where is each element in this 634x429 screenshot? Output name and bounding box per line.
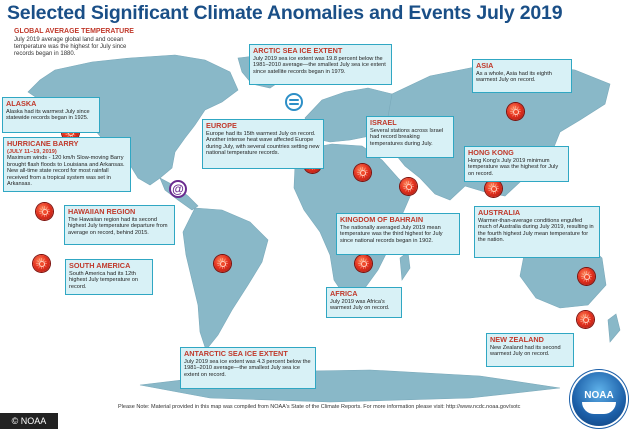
- asia-callout: ASIA As a whole, Asia had its eighth war…: [472, 59, 572, 93]
- hurricane-barry-callout: HURRICANE BARRY (JULY 11–19, 2019) Maxim…: [3, 137, 131, 192]
- hawaii-text: The Hawaiian region had its second highe…: [68, 216, 168, 236]
- map-title: Selected Significant Climate Anomalies a…: [7, 2, 563, 24]
- arctic-sea-ice-icon: [285, 93, 303, 111]
- asia-heading: ASIA: [476, 61, 494, 70]
- bahrain-text: The nationally averaged July 2019 mean t…: [340, 224, 443, 244]
- australia-text: Warmer-than-average conditions engulfed …: [478, 217, 594, 244]
- alaska-text: Alaska had its warmest July since statew…: [6, 108, 90, 122]
- hurricane-icon: @: [169, 180, 187, 198]
- south-america-heading: SOUTH AMERICA: [69, 261, 131, 270]
- new-zealand-callout: NEW ZEALAND New Zealand had its second w…: [486, 333, 574, 367]
- africa-heading: AFRICA: [330, 289, 358, 298]
- australia-callout: AUSTRALIA Warmer-than-average conditions…: [474, 206, 600, 258]
- antarctic-heading: ANTARCTIC SEA ICE EXTENT: [184, 349, 288, 358]
- israel-heat-icon: [354, 164, 371, 181]
- barry-region-heat-icon: [36, 203, 53, 220]
- south-america-callout: SOUTH AMERICA South America had its 12th…: [65, 259, 153, 295]
- new-zealand-heat-icon: [577, 311, 594, 328]
- europe-callout: EUROPE Europe had its 15th warmest July …: [202, 119, 324, 169]
- europe-heading: EUROPE: [206, 121, 237, 130]
- footer-note: Please Note: Material provided in this m…: [118, 404, 521, 410]
- alaska-callout: ALASKA Alaska had its warmest July since…: [2, 97, 100, 133]
- bahrain-heat-icon: [400, 178, 417, 195]
- barry-text: Maximum winds - 120 km/h Slow-moving Bar…: [7, 155, 125, 188]
- hong-kong-heat-icon: [485, 180, 502, 197]
- new-zealand-landmass: [607, 313, 621, 343]
- south-america-text: South America had its 12th highest July …: [69, 270, 139, 290]
- barry-subheading: (JULY 11–19, 2019): [7, 148, 57, 155]
- australia-heading: AUSTRALIA: [478, 208, 521, 217]
- bahrain-heading: KINGDOM OF BAHRAIN: [340, 215, 424, 224]
- bahrain-callout: KINGDOM OF BAHRAIN The nationally averag…: [336, 213, 460, 255]
- noaa-logo: NOAA: [572, 372, 626, 426]
- israel-text: Several stations across Israel had recor…: [370, 127, 444, 147]
- noaa-bird-icon: [582, 402, 616, 414]
- hawaii-heat-icon: [33, 255, 50, 272]
- south-america-landmass: [182, 207, 269, 351]
- hawaii-heading: HAWAIIAN REGION: [68, 207, 136, 216]
- madagascar-landmass: [399, 251, 411, 281]
- hong-kong-callout: HONG KONG Hong Kong's July 2019 minimum …: [464, 146, 569, 182]
- antarctic-text: July 2019 sea ice extent was 4.3 percent…: [184, 358, 311, 378]
- israel-callout: ISRAEL Several stations across Israel ha…: [366, 116, 454, 158]
- asia-heat-icon: [507, 103, 524, 120]
- australia-heat-icon: [578, 268, 595, 285]
- antarctic-sea-ice-callout: ANTARCTIC SEA ICE EXTENT July 2019 sea i…: [180, 347, 316, 389]
- arctic-heading: ARCTIC SEA ICE EXTENT: [253, 46, 343, 55]
- barry-heading: HURRICANE BARRY: [7, 139, 79, 148]
- noaa-logo-text: NOAA: [584, 390, 614, 401]
- arctic-text: July 2019 sea ice extent was 19.8 percen…: [253, 55, 386, 75]
- africa-text: July 2019 was Africa's warmest July on r…: [330, 298, 390, 312]
- arctic-sea-ice-callout: ARCTIC SEA ICE EXTENT July 2019 sea ice …: [249, 44, 392, 85]
- africa-callout: AFRICA July 2019 was Africa's warmest Ju…: [326, 287, 402, 318]
- asia-text: As a whole, Asia had its eighth warmest …: [476, 70, 552, 84]
- israel-heading: ISRAEL: [370, 118, 397, 127]
- europe-text: Europe had its 15th warmest July on reco…: [206, 130, 320, 157]
- alaska-heading: ALASKA: [6, 99, 37, 108]
- hong-kong-heading: HONG KONG: [468, 148, 514, 157]
- hawaiian-region-callout: HAWAIIAN REGION The Hawaiian region had …: [64, 205, 175, 245]
- global-average-text: July 2019 average global land and ocean …: [14, 37, 127, 57]
- africa-heat-icon: [355, 255, 372, 272]
- hong-kong-text: Hong Kong's July 2019 minimum temperatur…: [468, 157, 559, 177]
- south-america-heat-icon: [214, 255, 231, 272]
- credit-label: © NOAA: [0, 413, 58, 429]
- global-average-heading: GLOBAL AVERAGE TEMPERATURE: [14, 28, 134, 35]
- new-zealand-heading: NEW ZEALAND: [490, 335, 544, 344]
- new-zealand-text: New Zealand had its second warmest July …: [490, 344, 561, 358]
